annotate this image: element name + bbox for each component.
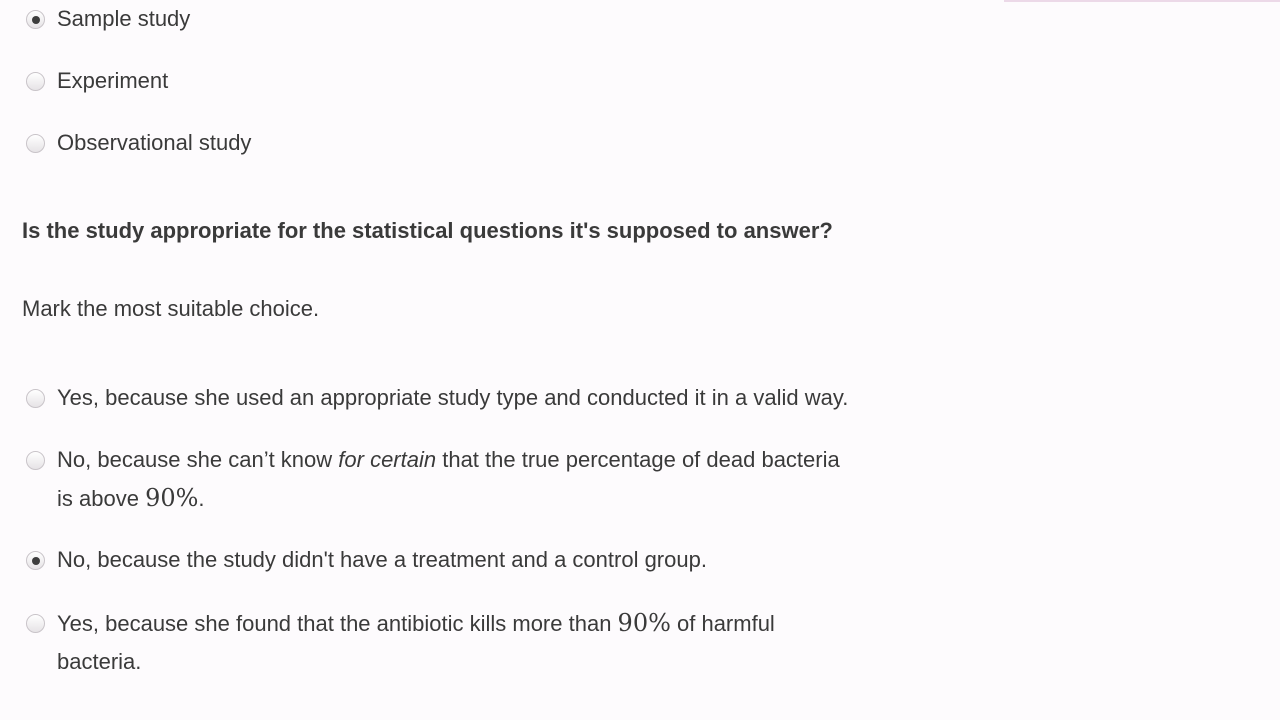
option-label: Sample study	[57, 6, 191, 31]
answer-text-part: of harmful	[670, 611, 775, 636]
radio-button[interactable]	[26, 134, 45, 153]
answer-label: No, because the study didn't have a trea…	[57, 547, 707, 572]
instruction-text: Mark the most suitable choice.	[22, 296, 320, 321]
radio-button[interactable]	[26, 614, 45, 633]
radio-button[interactable]	[26, 72, 45, 91]
radio-button[interactable]	[26, 389, 45, 408]
answer-option-3[interactable]: No, because the study didn't have a trea…	[26, 547, 707, 579]
answer-label: Yes, because she used an appropriate stu…	[57, 385, 849, 410]
option-label: Observational study	[57, 130, 252, 155]
option-sample-study[interactable]: Sample study	[26, 6, 190, 38]
option-label: Experiment	[57, 68, 169, 93]
answer-option-1[interactable]: Yes, because she used an appropriate stu…	[26, 385, 848, 417]
answer-text-part: Yes, because she found that the antibiot…	[57, 611, 618, 636]
math-expression: 90%	[617, 609, 671, 637]
answer-option-4[interactable]: Yes, because she found that the antibiot…	[26, 609, 775, 681]
answer-text-part: is above	[57, 486, 146, 511]
top-right-divider	[1004, 0, 1280, 2]
radio-button-checked[interactable]	[26, 551, 45, 570]
radio-button-checked[interactable]	[26, 10, 45, 29]
answer-text-part: bacteria.	[57, 649, 142, 674]
answer-label: Yes, because she found that the antibiot…	[57, 604, 775, 681]
option-observational-study[interactable]: Observational study	[26, 130, 251, 162]
answer-emphasis: for certain	[338, 447, 437, 472]
option-experiment[interactable]: Experiment	[26, 68, 168, 100]
answer-option-2[interactable]: No, because she can’t know for certain t…	[26, 447, 840, 518]
question-text: Is the study appropriate for the statist…	[22, 218, 833, 243]
math-expression: 90%	[145, 484, 199, 512]
answer-label: No, because she can’t know for certain t…	[57, 441, 840, 518]
answer-text-part: .	[198, 486, 205, 511]
answer-text-part: No, because she can’t know	[57, 447, 339, 472]
answer-text-part: that the true percentage of dead bacteri…	[436, 447, 840, 472]
radio-button[interactable]	[26, 451, 45, 470]
